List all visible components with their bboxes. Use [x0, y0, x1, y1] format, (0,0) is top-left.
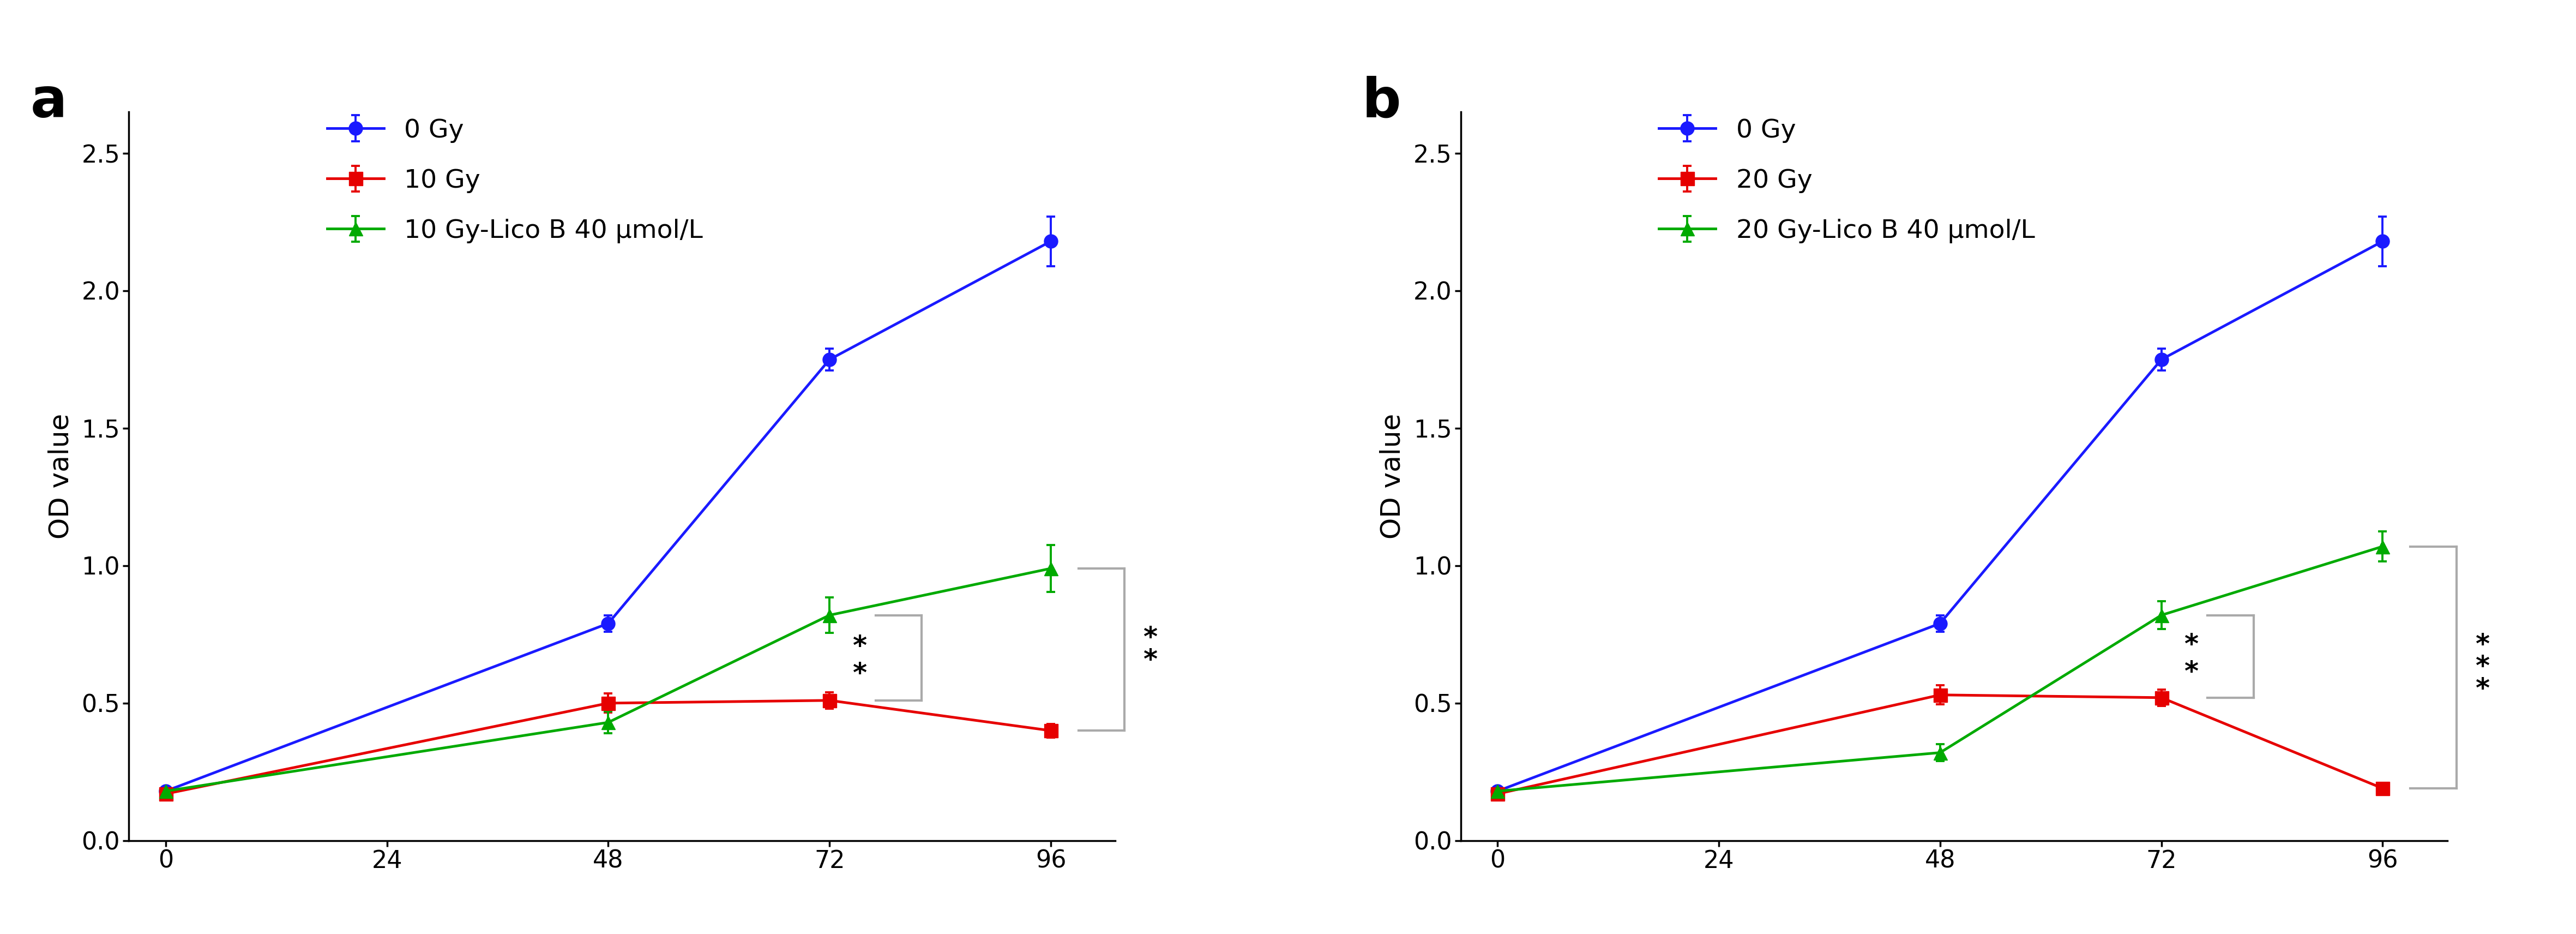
Legend: 0 Gy, 10 Gy, 10 Gy-Lico B 40 μmol/L: 0 Gy, 10 Gy, 10 Gy-Lico B 40 μmol/L	[319, 110, 711, 251]
Text: *: *	[2476, 632, 2488, 658]
Text: *: *	[853, 661, 866, 687]
Text: b: b	[1363, 76, 1401, 129]
Text: *: *	[2184, 632, 2197, 658]
Text: *: *	[853, 633, 866, 660]
Text: a: a	[31, 76, 67, 129]
Legend: 0 Gy, 20 Gy, 20 Gy-Lico B 40 μmol/L: 0 Gy, 20 Gy, 20 Gy-Lico B 40 μmol/L	[1651, 110, 2043, 251]
Text: *: *	[2476, 676, 2488, 702]
Text: *: *	[1144, 647, 1157, 673]
Y-axis label: OD value: OD value	[49, 414, 75, 539]
Text: *: *	[2184, 659, 2197, 686]
Text: *: *	[1144, 626, 1157, 652]
Text: *: *	[2476, 655, 2488, 681]
Y-axis label: OD value: OD value	[1381, 414, 1406, 539]
